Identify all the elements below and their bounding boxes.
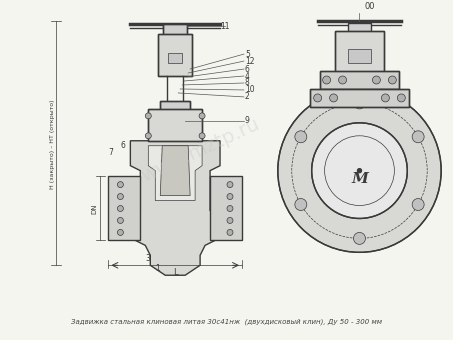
Circle shape (145, 133, 151, 139)
Text: 6: 6 (120, 141, 125, 150)
Circle shape (372, 76, 381, 84)
Bar (160, 101, 190, 113)
Circle shape (227, 193, 233, 200)
Text: 6: 6 (245, 65, 250, 73)
Circle shape (227, 182, 233, 188)
Text: 5: 5 (245, 50, 250, 58)
Bar (347, 23, 371, 33)
Text: 3: 3 (145, 254, 150, 263)
Bar (160, 101, 190, 113)
Circle shape (357, 169, 361, 173)
Text: 4: 4 (245, 71, 250, 81)
Bar (163, 24, 187, 36)
Circle shape (117, 205, 123, 211)
Bar (168, 53, 182, 63)
Bar (335, 31, 385, 73)
Circle shape (338, 76, 347, 84)
Bar (310, 89, 410, 107)
Text: 10: 10 (245, 85, 255, 95)
Text: 2: 2 (245, 92, 250, 101)
Polygon shape (210, 176, 242, 240)
Bar (335, 31, 385, 73)
Circle shape (312, 123, 407, 219)
Polygon shape (148, 146, 202, 201)
Circle shape (117, 230, 123, 235)
Circle shape (295, 199, 307, 210)
Circle shape (117, 218, 123, 223)
Text: DN: DN (92, 203, 97, 214)
Circle shape (381, 94, 390, 102)
Text: Задвижка стальная клиновая литая 30с41нж  (двухдисковый клин), Ду 50 - 300 мм: Задвижка стальная клиновая литая 30с41нж… (71, 319, 381, 325)
Text: L: L (173, 268, 178, 277)
Circle shape (313, 94, 322, 102)
Text: 12: 12 (245, 56, 255, 66)
Circle shape (412, 131, 424, 143)
Bar (158, 34, 192, 76)
Text: www.mztp.ru: www.mztp.ru (138, 115, 262, 186)
Circle shape (397, 94, 405, 102)
Polygon shape (160, 146, 190, 195)
Circle shape (353, 97, 366, 109)
Bar (163, 24, 187, 36)
Polygon shape (130, 141, 220, 275)
Bar (148, 109, 202, 141)
Circle shape (145, 113, 151, 119)
Bar (148, 109, 202, 141)
Circle shape (330, 94, 337, 102)
Text: H (закрыто) – НТ (открыто): H (закрыто) – НТ (открыто) (50, 99, 55, 188)
Text: M: M (351, 172, 368, 186)
Bar (320, 71, 400, 89)
Circle shape (295, 131, 307, 143)
Circle shape (412, 199, 424, 210)
Text: 1: 1 (155, 264, 160, 273)
Circle shape (388, 76, 396, 84)
Circle shape (278, 89, 441, 252)
Text: 11: 11 (220, 22, 230, 31)
Bar (158, 34, 192, 76)
Circle shape (199, 113, 205, 119)
Bar (310, 89, 410, 107)
Circle shape (227, 230, 233, 235)
Text: 7: 7 (108, 148, 113, 157)
Text: 9: 9 (245, 116, 250, 125)
Circle shape (117, 193, 123, 200)
Text: 00: 00 (364, 2, 375, 11)
Circle shape (353, 233, 366, 244)
Circle shape (323, 76, 331, 84)
Circle shape (227, 218, 233, 223)
Text: 8: 8 (245, 79, 250, 87)
Polygon shape (108, 176, 140, 240)
Bar (347, 49, 371, 63)
Circle shape (227, 205, 233, 211)
Circle shape (117, 182, 123, 188)
Circle shape (199, 133, 205, 139)
Bar (320, 71, 400, 89)
